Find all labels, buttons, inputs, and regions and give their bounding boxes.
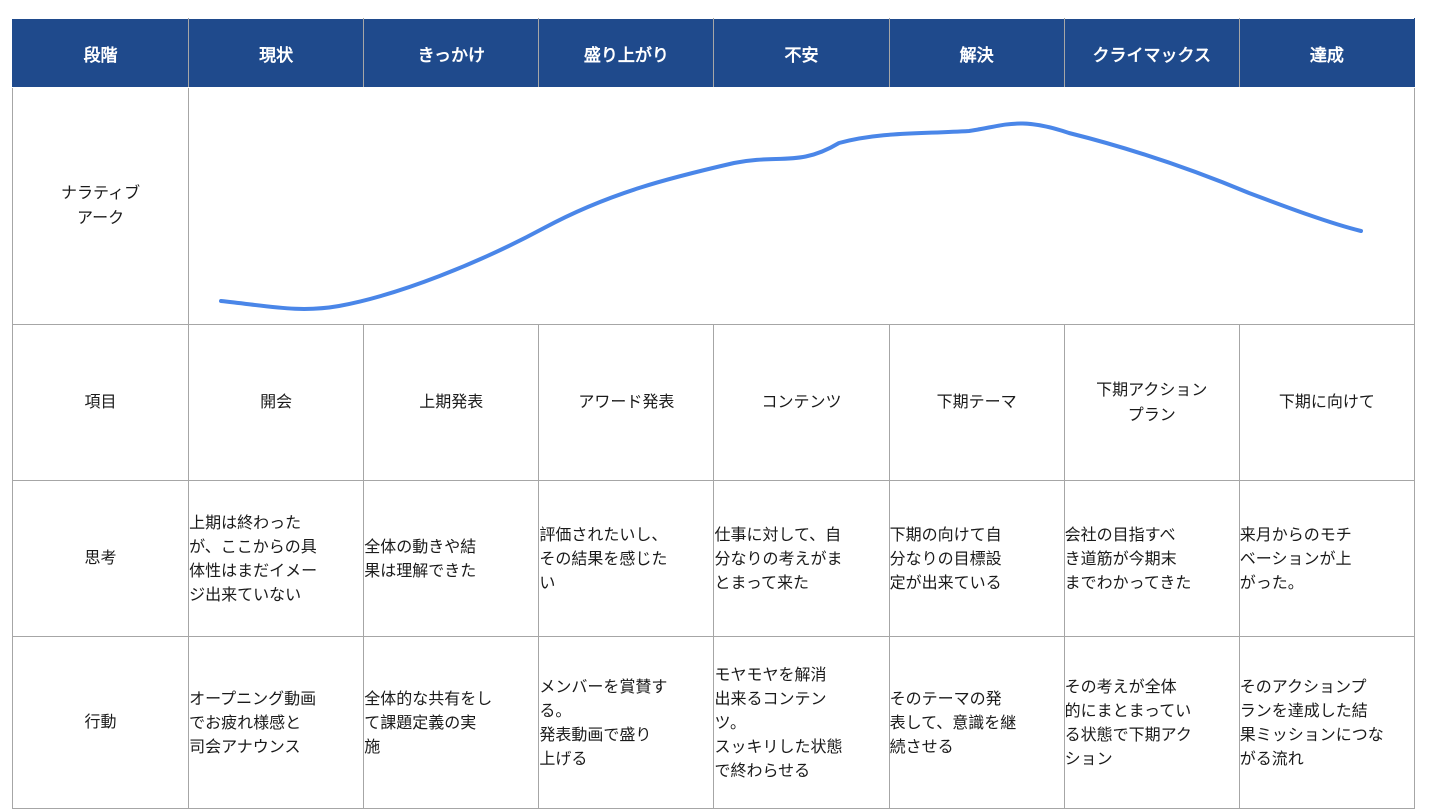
thought-cell: 仕事に対して、自 分なりの考えがま とまって来た (713, 480, 890, 637)
thought-row: 思考 上期は終わった が、ここからの具 体性はまだイメー ジ出来ていない 全体の… (11, 480, 1416, 637)
action-row-label: 行動 (11, 636, 190, 809)
action-cell: そのテーマの発 表して、意識を継 続させる (888, 636, 1065, 809)
header-stage-4: 不安 (713, 18, 890, 88)
item-cell: 開会 (188, 324, 365, 481)
item-cell: 下期アクション プラン (1063, 324, 1240, 481)
thought-cell: 会社の目指すべ き道筋が今期末 までわかってきた (1063, 480, 1240, 637)
arc-chart-cell (188, 87, 1415, 325)
header-stage-2: きっかけ (363, 18, 540, 88)
item-cell: 下期テーマ (888, 324, 1065, 481)
thought-cell: 来月からのモチ ベーションが上 がった。 (1238, 480, 1416, 637)
thought-cell: 評価されたいし、 その結果を感じた い (538, 480, 715, 637)
narrative-arc-line (219, 121, 1364, 311)
header-stage-6: クライマックス (1063, 18, 1240, 88)
thought-row-label: 思考 (11, 480, 190, 637)
action-cell: オープニング動画 でお疲れ様感と 司会アナウンス (188, 636, 365, 809)
arc-row: ナラティブ アーク (11, 87, 1415, 325)
header-row: 段階 現状 きっかけ 盛り上がり 不安 解決 クライマックス 達成 (11, 18, 1416, 88)
action-row: 行動 オープニング動画 でお疲れ様感と 司会アナウンス 全体的な共有をし て課題… (11, 636, 1416, 809)
action-cell: モヤモヤを解消 出来るコンテン ツ。 スッキリした状態 で終わらせる (713, 636, 890, 809)
action-cell: 全体的な共有をし て課題定義の実 施 (363, 636, 540, 809)
thought-cell: 全体の動きや結 果は理解できた (363, 480, 540, 637)
header-stage-label: 段階 (11, 18, 190, 88)
header-stage-3: 盛り上がり (538, 18, 715, 88)
item-row: 項目 開会 上期発表 アワード発表 コンテンツ 下期テーマ 下期アクション プラ… (11, 324, 1416, 481)
item-cell: コンテンツ (713, 324, 890, 481)
header-stage-5: 解決 (888, 18, 1065, 88)
item-row-label: 項目 (11, 324, 190, 481)
action-cell: その考えが全体 的にまとまってい る状態で下期アク ション (1063, 636, 1240, 809)
header-stage-1: 現状 (188, 18, 365, 88)
item-cell: アワード発表 (538, 324, 715, 481)
thought-cell: 上期は終わった が、ここからの具 体性はまだイメー ジ出来ていない (188, 480, 365, 637)
action-cell: そのアクションプ ランを達成した結 果ミッションにつな がる流れ (1238, 636, 1416, 809)
header-stage-7: 達成 (1238, 18, 1416, 88)
journey-table: 段階 現状 きっかけ 盛り上がり 不安 解決 クライマックス 達成 ナラティブ … (11, 18, 1416, 809)
journey-map: 段階 現状 きっかけ 盛り上がり 不安 解決 クライマックス 達成 ナラティブ … (11, 18, 1416, 809)
item-cell: 下期に向けて (1238, 324, 1416, 481)
arc-row-label: ナラティブ アーク (11, 87, 190, 325)
narrative-arc-chart (219, 121, 1364, 311)
item-cell: 上期発表 (363, 324, 540, 481)
thought-cell: 下期の向けて自 分なりの目標設 定が出来ている (888, 480, 1065, 637)
action-cell: メンバーを賞賛す る。 発表動画で盛り 上げる (538, 636, 715, 809)
